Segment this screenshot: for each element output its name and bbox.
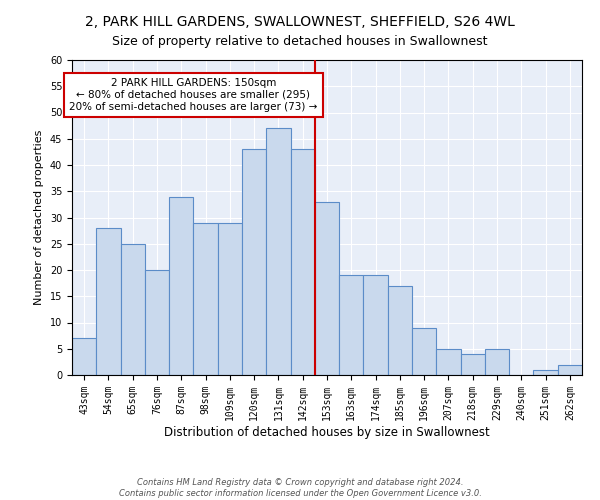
- Bar: [558, 364, 582, 375]
- Bar: [193, 223, 218, 375]
- Bar: [388, 286, 412, 375]
- Text: 2 PARK HILL GARDENS: 150sqm
← 80% of detached houses are smaller (295)
20% of se: 2 PARK HILL GARDENS: 150sqm ← 80% of det…: [69, 78, 317, 112]
- Bar: [169, 196, 193, 375]
- Bar: [72, 338, 96, 375]
- Bar: [533, 370, 558, 375]
- Bar: [96, 228, 121, 375]
- Bar: [485, 349, 509, 375]
- X-axis label: Distribution of detached houses by size in Swallownest: Distribution of detached houses by size …: [164, 426, 490, 438]
- Bar: [339, 275, 364, 375]
- Bar: [290, 149, 315, 375]
- Bar: [315, 202, 339, 375]
- Bar: [461, 354, 485, 375]
- Y-axis label: Number of detached properties: Number of detached properties: [34, 130, 44, 305]
- Bar: [436, 349, 461, 375]
- Bar: [412, 328, 436, 375]
- Text: Contains HM Land Registry data © Crown copyright and database right 2024.
Contai: Contains HM Land Registry data © Crown c…: [119, 478, 481, 498]
- Text: 2, PARK HILL GARDENS, SWALLOWNEST, SHEFFIELD, S26 4WL: 2, PARK HILL GARDENS, SWALLOWNEST, SHEFF…: [85, 15, 515, 29]
- Bar: [364, 275, 388, 375]
- Text: Size of property relative to detached houses in Swallownest: Size of property relative to detached ho…: [112, 35, 488, 48]
- Bar: [218, 223, 242, 375]
- Bar: [242, 149, 266, 375]
- Bar: [266, 128, 290, 375]
- Bar: [145, 270, 169, 375]
- Bar: [121, 244, 145, 375]
